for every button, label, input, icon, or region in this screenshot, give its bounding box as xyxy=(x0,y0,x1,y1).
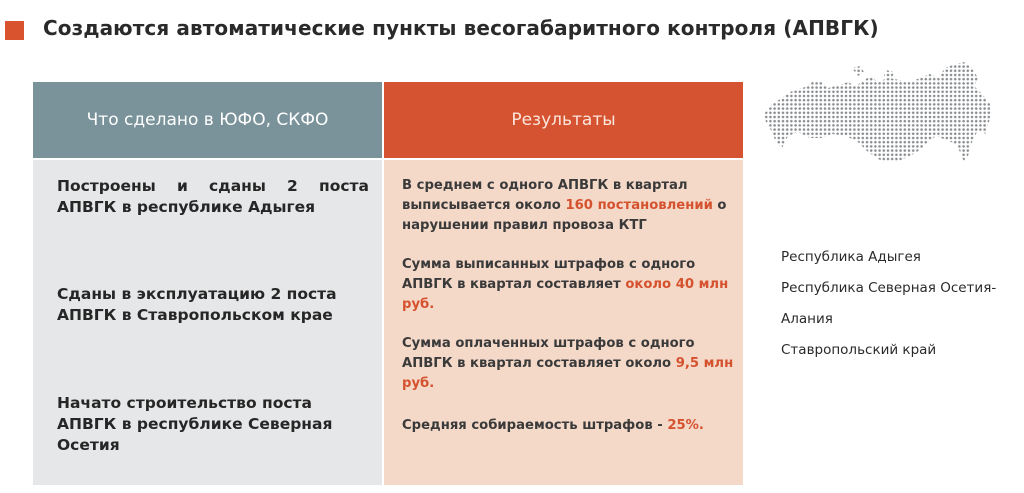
header-done: Что сделано в ЮФО, СКФО xyxy=(33,82,382,158)
region-item: Ставропольский край xyxy=(781,342,937,358)
results-table: Что сделано в ЮФО, СКФО Результаты Постр… xyxy=(33,82,743,485)
title-marker xyxy=(5,21,24,40)
result-item: В среднем с одного АПВГК в квартал выпис… xyxy=(402,176,737,236)
done-column: Построены и сданы 2 поста АПВГК в респуб… xyxy=(33,160,382,485)
regions-list: Республика Адыгея Республика Северная Ос… xyxy=(781,247,996,371)
done-item: Построены и сданы 2 поста АПВГК в респуб… xyxy=(57,177,369,216)
region-item: Республика Северная Осетия- xyxy=(781,280,997,296)
result-item: Средняя собираемость штрафов - 25%. xyxy=(402,416,737,436)
result-text: В среднем с одного АПВГК в квартал выпис… xyxy=(402,178,688,213)
region-item: Республика Адыгея xyxy=(781,249,921,265)
done-item: Начато строительство поста АПВГК в респу… xyxy=(57,394,333,454)
result-text: Средняя собираемость штрафов - xyxy=(402,418,668,433)
result-tail: о нарушении правил провоза КТГ xyxy=(402,198,727,233)
result-highlight: 160 постановлений xyxy=(565,198,713,213)
result-highlight: 25%. xyxy=(667,418,704,433)
result-text: Сумма оплаченных штрафов с одного АПВГК … xyxy=(402,336,695,371)
result-item: Сумма выписанных штрафов с одного АПВГК … xyxy=(402,255,737,315)
done-item: Сданы в эксплуатацию 2 поста АПВГК в Ста… xyxy=(57,285,337,324)
result-item: Сумма оплаченных штрафов с одного АПВГК … xyxy=(402,334,737,394)
result-highlight: 9,5 млн руб. xyxy=(402,356,734,391)
result-text: Сумма выписанных штрафов с одного АПВГК … xyxy=(402,257,696,292)
page-title: Создаются автоматические пункты весогаба… xyxy=(43,16,879,40)
results-column: В среднем с одного АПВГК в квартал выпис… xyxy=(384,160,743,485)
result-highlight: около 40 млн руб. xyxy=(402,277,729,312)
region-item: Алания xyxy=(781,311,833,327)
russia-dotted-map-icon xyxy=(764,62,992,162)
header-results: Результаты xyxy=(384,82,743,158)
